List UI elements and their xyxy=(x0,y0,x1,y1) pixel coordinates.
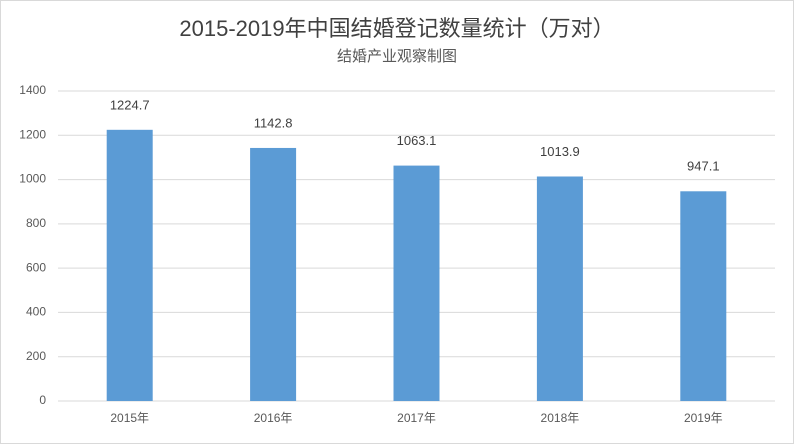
value-label: 1224.7 xyxy=(110,97,150,112)
x-tick-label: 2018年 xyxy=(541,411,580,425)
x-tick-label: 2017年 xyxy=(397,411,436,425)
chart-subtitle: 结婚产业观察制图 xyxy=(337,47,457,65)
y-tick-label: 400 xyxy=(26,305,46,319)
bar xyxy=(393,165,440,401)
chart-title: 2015-2019年中国结婚登记数量统计（万对） xyxy=(179,16,614,41)
bar xyxy=(536,176,583,401)
bar xyxy=(106,129,153,402)
x-tick-label: 2016年 xyxy=(254,411,293,425)
y-tick-label: 1200 xyxy=(19,127,46,141)
value-label: 1142.8 xyxy=(254,115,293,130)
bar xyxy=(680,191,727,401)
x-tick-label: 2015年 xyxy=(110,411,149,425)
y-tick-label: 200 xyxy=(26,349,46,363)
x-tick-label: 2019年 xyxy=(684,411,723,425)
y-tick-label: 800 xyxy=(26,216,46,230)
value-label: 947.1 xyxy=(687,159,720,174)
y-tick-label: 1000 xyxy=(19,172,46,186)
value-label: 1013.9 xyxy=(540,144,580,159)
value-label: 1063.1 xyxy=(397,133,437,148)
y-tick-label: 0 xyxy=(39,393,46,407)
bar xyxy=(250,147,297,401)
y-tick-label: 1400 xyxy=(19,83,46,97)
y-tick-label: 600 xyxy=(26,260,46,274)
